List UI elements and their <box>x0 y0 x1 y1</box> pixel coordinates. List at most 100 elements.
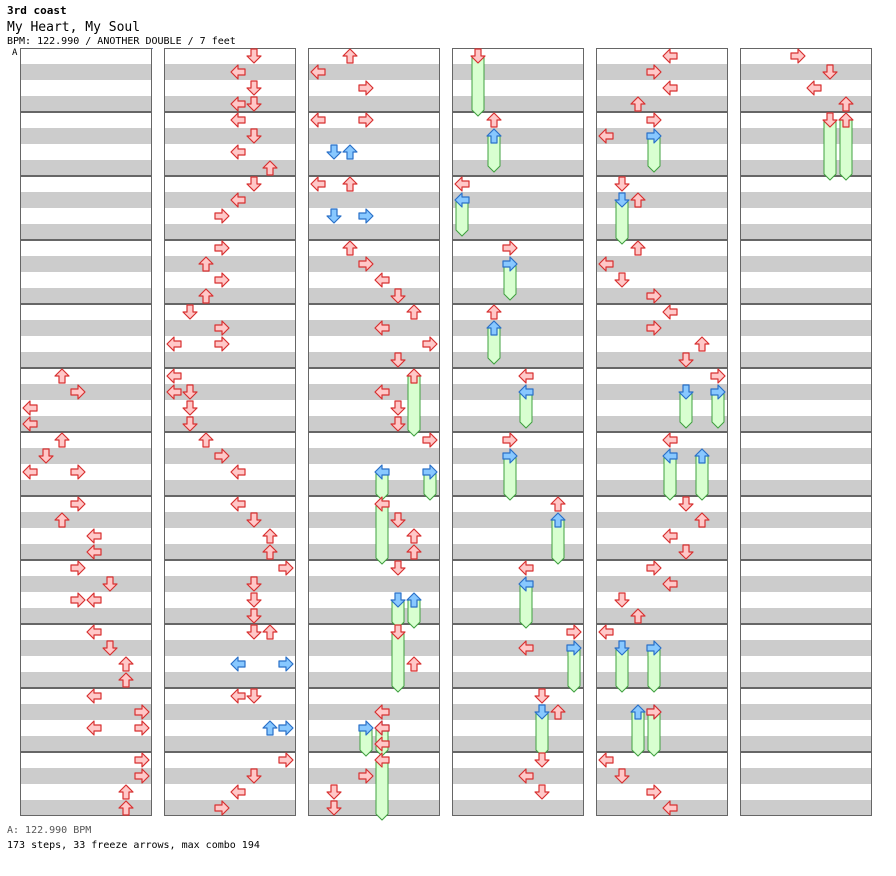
beat-stripe <box>596 352 728 368</box>
freeze-body <box>407 375 421 437</box>
arrow-up <box>486 112 502 128</box>
beat-stripe <box>452 432 584 448</box>
measure-border <box>740 240 872 304</box>
arrow-down <box>822 112 838 128</box>
beat-stripe <box>20 144 152 160</box>
arrow-right <box>358 720 374 736</box>
arrow-left <box>598 256 614 272</box>
measure-border <box>596 752 728 816</box>
beat-stripe <box>740 576 872 592</box>
arrow-left <box>518 368 534 384</box>
arrow-left <box>374 496 390 512</box>
measure-border <box>452 432 584 496</box>
beat-stripe <box>164 432 296 448</box>
beat-stripe <box>20 608 152 624</box>
arrow-up <box>486 304 502 320</box>
beat-stripe <box>596 544 728 560</box>
beat-stripe <box>308 448 440 464</box>
beat-stripe <box>20 336 152 352</box>
beat-stripe <box>740 736 872 752</box>
arrow-right <box>214 320 230 336</box>
arrow-right <box>358 768 374 784</box>
beat-stripe <box>452 208 584 224</box>
arrow-left <box>374 704 390 720</box>
measure-border <box>20 496 152 560</box>
measure-border <box>596 368 728 432</box>
beat-stripe <box>308 688 440 704</box>
measure-border <box>20 752 152 816</box>
measure-border <box>596 176 728 240</box>
beat-stripe <box>596 112 728 128</box>
arrow-up <box>406 368 422 384</box>
beat-stripe <box>596 784 728 800</box>
beat-stripe <box>20 352 152 368</box>
beat-stripe <box>740 144 872 160</box>
measure-border <box>452 304 584 368</box>
measure-border <box>452 48 584 112</box>
beat-stripe <box>308 624 440 640</box>
arrow-left <box>374 720 390 736</box>
beat-stripe <box>452 64 584 80</box>
beat-stripe <box>308 608 440 624</box>
arrow-up <box>54 512 70 528</box>
beat-stripe <box>20 688 152 704</box>
beat-stripe <box>164 160 296 176</box>
arrow-right <box>134 752 150 768</box>
measure-border <box>164 48 296 112</box>
beat-stripe <box>308 560 440 576</box>
beat-stripe <box>740 592 872 608</box>
beat-stripe <box>740 512 872 528</box>
beat-stripe <box>164 640 296 656</box>
beat-stripe <box>452 592 584 608</box>
arrow-right <box>278 752 294 768</box>
arrow-down <box>390 624 406 640</box>
beat-stripe <box>164 224 296 240</box>
beat-stripe <box>596 640 728 656</box>
beat-stripe <box>20 416 152 432</box>
beat-stripe <box>596 304 728 320</box>
beat-stripe <box>20 96 152 112</box>
arrow-down <box>678 352 694 368</box>
beat-stripe <box>452 80 584 96</box>
arrow-up <box>262 528 278 544</box>
measure-border <box>20 624 152 688</box>
arrow-left <box>310 64 326 80</box>
beat-stripe <box>452 256 584 272</box>
arrow-left <box>374 752 390 768</box>
arrow-down <box>390 512 406 528</box>
chart-column <box>164 48 296 816</box>
measure-border <box>20 48 152 112</box>
beat-stripe <box>308 736 440 752</box>
measure-border <box>308 368 440 432</box>
beat-stripe <box>308 320 440 336</box>
measure-border <box>20 304 152 368</box>
arrow-right <box>646 288 662 304</box>
beat-stripe <box>596 160 728 176</box>
beat-stripe <box>308 96 440 112</box>
arrow-right <box>502 432 518 448</box>
beat-stripe <box>740 128 872 144</box>
beat-stripe <box>452 640 584 656</box>
arrow-left <box>662 304 678 320</box>
beat-stripe <box>596 256 728 272</box>
arrow-up <box>342 144 358 160</box>
beat-stripe <box>740 160 872 176</box>
arrow-up <box>262 160 278 176</box>
measure-border <box>596 496 728 560</box>
beat-stripe <box>20 240 152 256</box>
arrow-left <box>662 432 678 448</box>
beat-stripe <box>308 144 440 160</box>
measure-border <box>596 624 728 688</box>
arrow-up <box>486 128 502 144</box>
beat-stripe <box>20 304 152 320</box>
beat-stripe <box>452 672 584 688</box>
beat-stripe <box>164 256 296 272</box>
beat-stripe <box>20 448 152 464</box>
song-title: My Heart, My Soul <box>7 20 141 35</box>
beat-stripe <box>308 176 440 192</box>
arrow-right <box>70 384 86 400</box>
beat-stripe <box>308 656 440 672</box>
beat-stripe <box>596 528 728 544</box>
arrow-left <box>662 48 678 64</box>
